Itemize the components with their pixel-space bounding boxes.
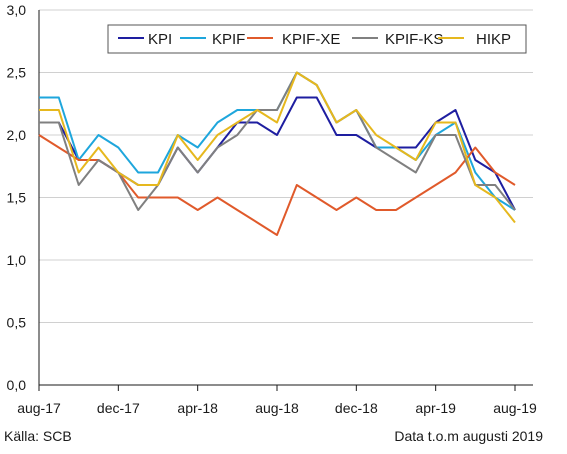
x-tick-label: aug-18: [255, 400, 299, 416]
legend-label: KPIF-KS: [385, 31, 443, 48]
x-tick-label: apr-19: [415, 400, 456, 416]
data-note: Data t.o.m augusti 2019: [394, 428, 543, 444]
series-lines: [38, 71, 516, 236]
y-tick-label: 3,0: [7, 2, 27, 18]
y-tick-label: 0,5: [7, 315, 27, 331]
y-tick-label: 2,5: [7, 65, 27, 81]
y-tick-label: 0,0: [7, 377, 27, 393]
series-line-kpif: [39, 71, 516, 211]
x-tick-label: aug-17: [17, 400, 61, 416]
line-chart: 0,0 0,5 1,0 1,5 2,0 2,5 3,0 aug-17 dec-17 apr-18…: [7, 2, 537, 416]
legend-label: KPIF-XE: [282, 31, 340, 48]
legend-label: HIKP: [476, 31, 511, 48]
x-tick-label: apr-18: [177, 400, 218, 416]
series-line-kpif-ks: [39, 71, 516, 211]
x-tick-labels: aug-17 dec-17 apr-18 aug-18 dec-18 apr-19 aug-…: [17, 400, 537, 416]
series-line-kpi: [39, 96, 516, 211]
gridlines: [39, 9, 533, 323]
y-tick-label: 2,0: [7, 127, 27, 143]
x-tick-label: dec-17: [97, 400, 140, 416]
axes: [38, 10, 533, 391]
y-tick-label: 1,5: [7, 190, 27, 206]
series-line-hikp: [39, 71, 516, 224]
x-tick-label: aug-19: [493, 400, 537, 416]
legend-label: KPI: [148, 31, 172, 48]
legend-label: KPIF: [212, 31, 245, 48]
x-tick-label: dec-18: [335, 400, 378, 416]
series-line-kpif-xe: [38, 134, 516, 236]
y-tick-label: 1,0: [7, 252, 27, 268]
source-label: Källa: SCB: [4, 428, 72, 444]
y-tick-labels: 0,0 0,5 1,0 1,5 2,0 2,5 3,0: [7, 2, 27, 393]
legend: KPI KPIF KPIF-XE KPIF-KS HIKP: [107, 24, 527, 54]
